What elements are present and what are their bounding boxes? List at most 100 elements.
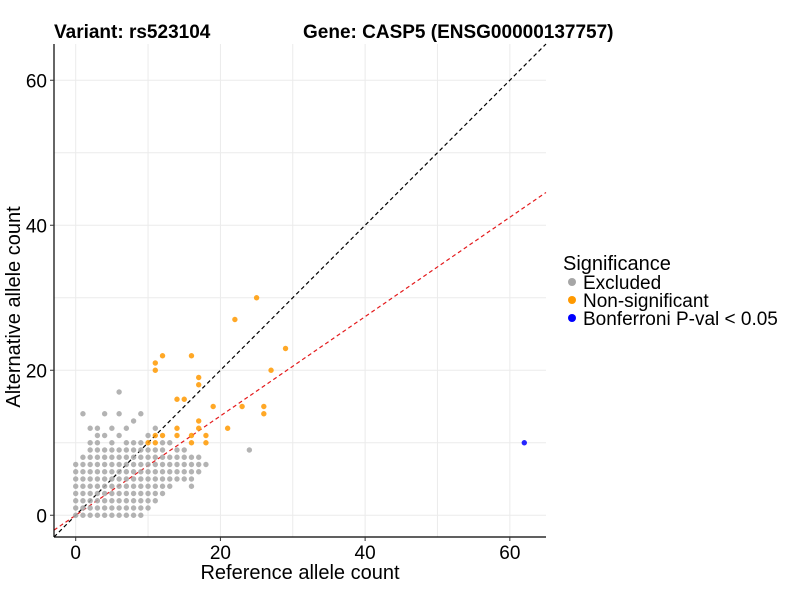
legend-label: Excluded (583, 273, 661, 294)
point-excluded (196, 461, 202, 468)
point-excluded (73, 490, 79, 497)
point-non-significant (152, 367, 158, 373)
point-excluded (188, 454, 195, 460)
point-excluded (101, 411, 108, 417)
point-excluded (94, 454, 101, 460)
point-excluded (101, 483, 108, 489)
point-non-significant (159, 353, 166, 359)
point-excluded (152, 469, 158, 475)
point-non-significant (203, 432, 209, 439)
point-excluded (167, 454, 173, 460)
point-non-significant (159, 432, 166, 439)
point-excluded (87, 498, 93, 504)
y-axis-ticks: 0 20 40 60 (26, 71, 54, 527)
point-excluded (123, 505, 130, 511)
point-excluded (87, 469, 93, 475)
legend-key-excluded (568, 278, 576, 286)
point-excluded (94, 440, 101, 446)
point-excluded (130, 447, 137, 453)
point-excluded (109, 483, 115, 489)
grid-lines (54, 44, 546, 537)
point-excluded (94, 476, 101, 482)
point-excluded (116, 461, 122, 468)
point-excluded (145, 432, 151, 439)
x-tick-label: 60 (499, 543, 520, 564)
point-excluded (188, 461, 195, 468)
point-excluded (116, 498, 122, 504)
point-excluded (159, 476, 166, 482)
point-excluded (203, 461, 209, 468)
point-excluded (116, 447, 122, 453)
point-excluded (109, 469, 115, 475)
point-excluded (94, 432, 101, 439)
point-non-significant (188, 432, 195, 439)
point-excluded (196, 454, 202, 460)
point-excluded (109, 512, 115, 518)
point-excluded (109, 461, 115, 468)
point-excluded (87, 461, 93, 468)
point-excluded (138, 498, 144, 504)
point-excluded (87, 512, 93, 518)
point-excluded (94, 425, 101, 431)
point-excluded (138, 505, 144, 511)
point-excluded (167, 440, 173, 446)
point-excluded (130, 505, 137, 511)
point-non-significant (181, 396, 187, 402)
x-axis-ticks: 0 20 40 60 (70, 537, 520, 564)
point-non-significant (196, 382, 202, 388)
point-excluded (80, 469, 86, 475)
point-excluded (167, 469, 173, 475)
y-tick-label: 60 (26, 71, 47, 92)
point-excluded (174, 447, 180, 453)
point-excluded (94, 483, 101, 489)
point-excluded (80, 498, 86, 504)
point-excluded (87, 447, 93, 453)
point-excluded (101, 454, 108, 460)
point-excluded (246, 447, 253, 453)
x-axis-title: Reference allele count (200, 562, 399, 584)
point-excluded (101, 447, 108, 453)
point-excluded (123, 498, 130, 504)
legend-key-bonferroni-p-val-0-05 (568, 314, 576, 322)
point-excluded (80, 476, 86, 482)
point-excluded (123, 461, 130, 468)
point-excluded (181, 454, 187, 460)
point-excluded (138, 461, 144, 468)
point-excluded (145, 469, 151, 475)
point-excluded (130, 440, 137, 446)
point-non-significant (196, 425, 202, 431)
point-excluded (130, 490, 137, 497)
point-non-significant (196, 374, 202, 381)
point-excluded (130, 512, 137, 518)
point-excluded (145, 483, 151, 489)
legend-key-non-significant (568, 296, 576, 304)
legend-label: Bonferroni P-val < 0.05 (583, 309, 778, 330)
point-excluded (188, 469, 195, 475)
point-excluded (196, 469, 202, 475)
point-excluded (94, 461, 101, 468)
point-non-significant (224, 425, 231, 431)
point-non-significant (188, 440, 195, 446)
point-excluded (73, 498, 79, 504)
point-excluded (116, 454, 122, 460)
point-excluded (116, 512, 122, 518)
point-excluded (109, 490, 115, 497)
chart-title-gene: Gene: CASP5 (ENSG00000137757) (303, 22, 614, 43)
point-excluded (152, 490, 158, 497)
point-excluded (87, 476, 93, 482)
point-excluded (101, 512, 108, 518)
point-excluded (130, 418, 137, 424)
point-excluded (80, 454, 86, 460)
point-excluded (181, 476, 187, 482)
point-excluded (73, 512, 79, 518)
point-excluded (116, 432, 122, 439)
point-excluded (80, 411, 86, 417)
point-excluded (116, 483, 122, 489)
point-excluded (145, 498, 151, 504)
point-non-significant (174, 425, 180, 431)
point-excluded (130, 483, 137, 489)
point-excluded (159, 447, 166, 453)
point-non-significant (268, 367, 274, 373)
point-non-significant (261, 403, 267, 410)
point-excluded (73, 461, 79, 468)
